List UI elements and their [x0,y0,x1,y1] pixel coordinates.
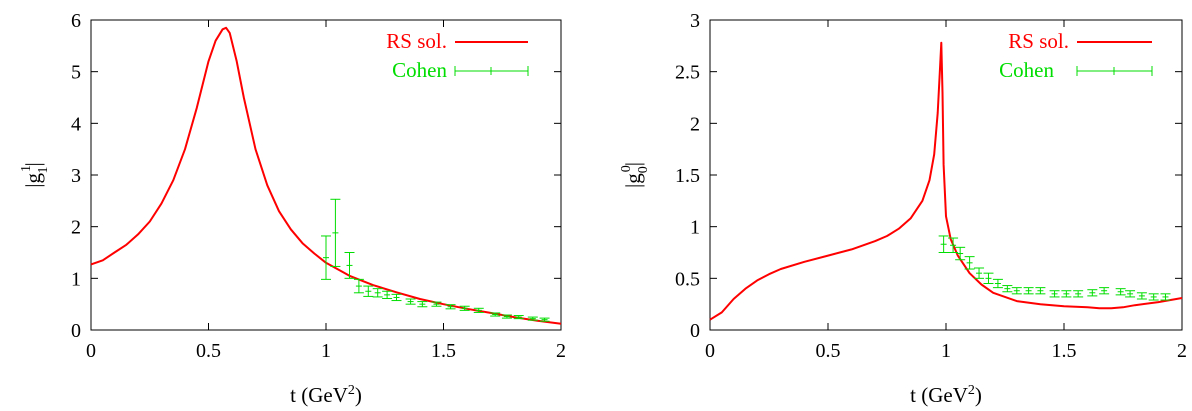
right-x-tick-label: 1.5 [1052,340,1077,362]
right-cohen-point [948,237,959,253]
right-x-tick-label: 0.5 [816,340,841,362]
svg-text:|g11|: |g1 1| [19,162,51,187]
right-legend: RS sol. Cohen [999,29,1153,82]
right-y-tick-label: 1 [690,217,700,239]
right-y-tick-label: 3 [690,10,700,32]
right-cohen-point [974,267,985,279]
left-y-tick-label: 3 [71,165,81,187]
right-y-tick-label: 2 [690,113,700,135]
right-cohen-point [1035,287,1046,295]
right-cohen-point [1099,287,1110,295]
right-y-tick-label: 2.5 [675,62,700,84]
right-cohen-point [1061,290,1072,298]
left-x-tick-label: 2 [556,340,566,362]
right-cohen-point [1136,292,1147,300]
left-plot-data [90,26,562,325]
right-rs-solution-line [709,41,1183,321]
right-cohen-point [992,278,1003,289]
right-y-ticks: 0 0.5 1 1.5 2 2.5 3 [675,10,1182,342]
left-cohen-point [445,304,456,310]
right-cohen-point [983,272,994,284]
right-cohen-point [1049,290,1060,298]
left-cohen-point [527,316,538,321]
left-cohen-point [431,301,442,307]
right-cohen-point [1011,287,1022,295]
svg-text:|g00|: |g0 0| [619,162,651,188]
right-plot-data [709,41,1183,321]
left-chart: 0 0.5 1 1.5 2 0 1 2 3 4 5 6 t (GeV2) |g1 1| RS sol.… [19,10,566,407]
left-cohen-point [459,305,470,311]
right-cohen-point [1160,293,1171,301]
left-plot-frame [90,19,562,331]
right-y-tick-label: 1.5 [675,165,700,187]
right-cohen-point [1125,290,1136,298]
right-plot-frame [709,19,1183,331]
left-cohen-point [405,298,416,305]
left-y-tick-label: 4 [71,113,81,135]
right-cohen-point [1115,288,1126,296]
left-cohen-point [344,252,355,279]
right-cohen-point [964,256,975,270]
left-y-tick-label: 2 [71,217,81,239]
left-cohen-point [417,301,428,308]
left-cohen-point [501,314,512,319]
right-cohen-point [1073,290,1084,298]
right-cohen-point [1023,287,1034,295]
left-cohen-point [353,278,364,294]
right-x-axis-label: t (GeV2) [910,383,982,407]
left-cohen-point [539,317,550,322]
left-cohen-point [490,312,501,317]
right-cohen-point [955,246,966,261]
left-cohen-point [321,235,331,280]
left-y-ticks: 0 1 2 3 4 5 6 [71,10,561,342]
left-y-axis-label: |g1 1| [19,162,51,187]
left-y-tick-label: 5 [71,62,81,84]
left-x-axis-label: t (GeV2) [290,383,362,407]
left-y-tick-label: 0 [71,320,81,342]
left-legend-cohen-label: Cohen [392,58,447,82]
left-cohen-point [391,293,402,302]
left-legend: RS sol. Cohen [386,29,529,82]
right-x-tick-label: 0 [705,340,715,362]
right-chart: 0 0.5 1 1.5 2 0 0.5 1 1.5 2 2.5 3 t (GeV2) |g0 0| R… [619,10,1187,407]
right-legend-rs-label: RS sol. [1008,29,1069,53]
left-y-tick-label: 6 [71,10,81,32]
right-y-tick-label: 0.5 [675,268,700,290]
left-x-tick-label: 1 [321,340,331,362]
left-y-tick-label: 1 [71,268,81,290]
right-y-tick-label: 0 [690,320,700,342]
right-cohen-point [938,235,949,253]
left-x-tick-label: 1.5 [431,340,456,362]
right-x-tick-label: 2 [1177,340,1187,362]
right-cohen-point [1148,293,1159,301]
left-x-tick-label: 0.5 [196,340,221,362]
right-x-tick-label: 1 [941,340,951,362]
left-cohen-point [513,315,524,320]
left-legend-cohen-swatch [454,66,529,76]
left-cohen-point [473,307,484,313]
right-x-ticks: 0 0.5 1 1.5 2 [705,20,1187,362]
left-cohen-point [363,285,374,297]
left-legend-rs-label: RS sol. [386,29,447,53]
left-x-ticks: 0 0.5 1 1.5 2 [86,20,566,362]
right-y-axis-label: |g0 0| [619,162,651,188]
left-cohen-point [382,290,393,299]
left-cohen-point [330,198,341,267]
right-legend-cohen-swatch [1076,66,1153,76]
right-cohen-point [1087,289,1098,297]
right-legend-cohen-label: Cohen [999,58,1054,82]
left-cohen-point [372,288,383,298]
left-x-tick-label: 0 [86,340,96,362]
right-cohen-point [1002,285,1013,293]
